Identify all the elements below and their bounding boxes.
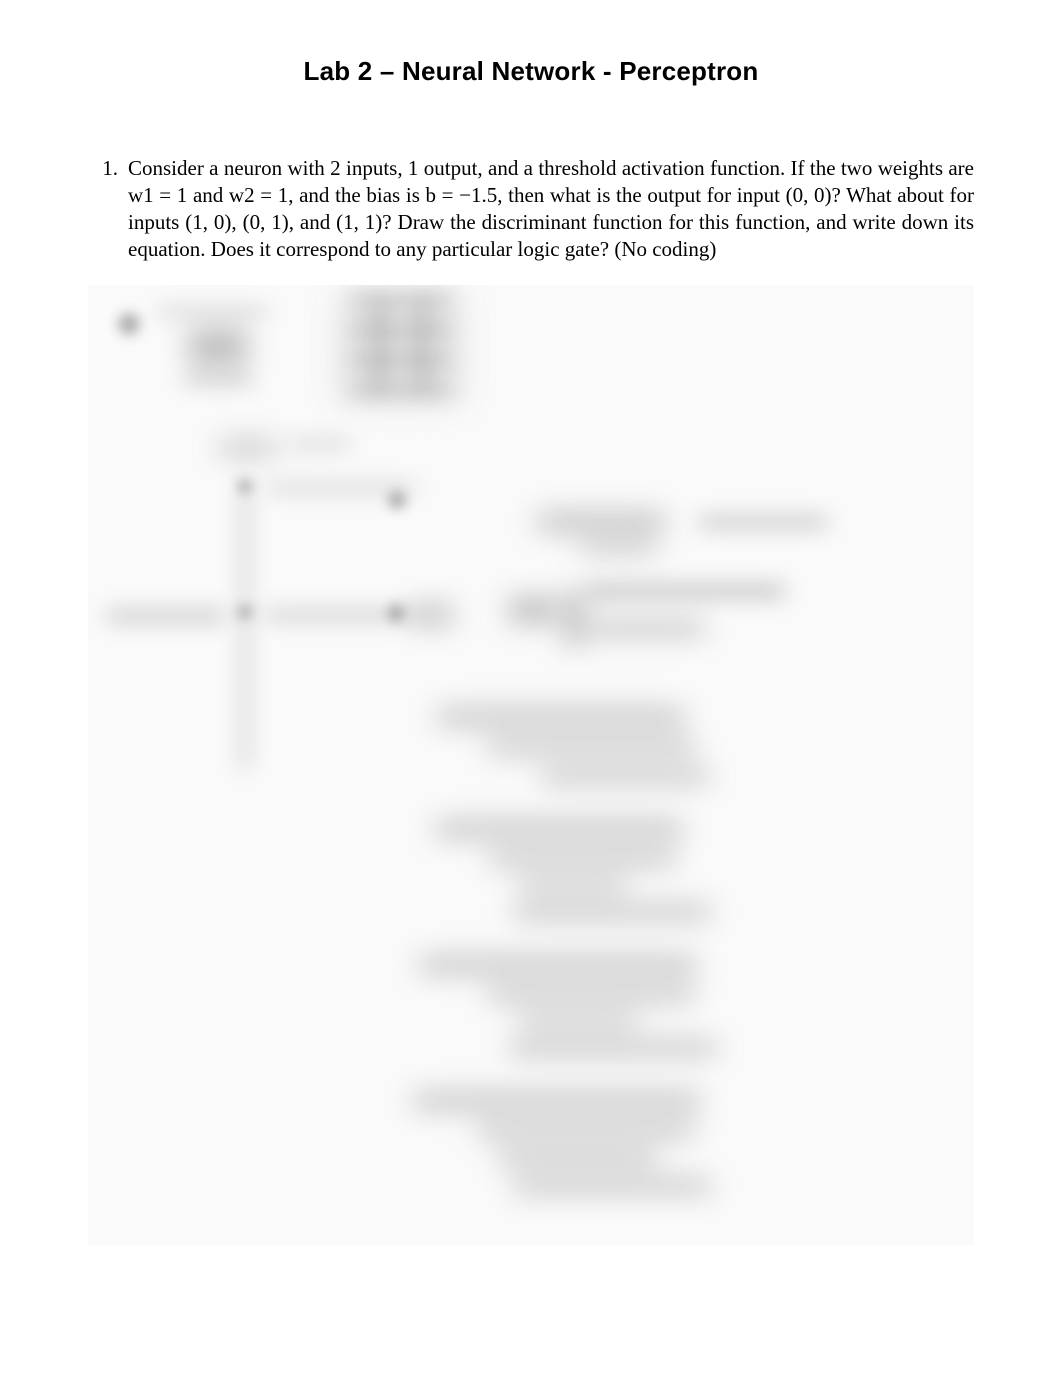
blurred-ink [512, 905, 712, 919]
page-title: Lab 2 – Neural Network - Perceptron [88, 56, 974, 87]
blurred-ink [486, 739, 696, 753]
blurred-ink [540, 769, 710, 783]
blurred-ink [158, 309, 268, 315]
blurred-ink [488, 851, 678, 865]
blurred-ink [418, 957, 698, 973]
blurred-ink [346, 355, 456, 365]
blurred-ink [586, 621, 706, 635]
question-block: 1. Consider a neuron with 2 inputs, 1 ou… [88, 155, 974, 263]
blurred-ink [184, 375, 254, 383]
blurred-ink [412, 1093, 702, 1109]
blurred-ink [118, 313, 140, 335]
blurred-ink [580, 541, 658, 553]
blurred-ink [188, 329, 248, 365]
blurred-ink [242, 481, 248, 771]
question-text: Consider a neuron with 2 inputs, 1 outpu… [128, 155, 974, 263]
blurred-ink [564, 589, 584, 647]
blurred-ink [346, 385, 456, 395]
blurred-ink [346, 295, 456, 305]
blurred-ink [346, 325, 456, 335]
blurred-ink [476, 1123, 696, 1137]
blurred-ink [388, 605, 404, 621]
blurred-ink [436, 709, 686, 725]
blurred-ink [508, 597, 558, 623]
blurred-ink [376, 297, 384, 393]
blurred-ink [218, 441, 278, 455]
blurred-ink [434, 821, 684, 837]
handwritten-solution-region [88, 285, 974, 1245]
blurred-ink [410, 605, 454, 625]
blurred-ink [106, 611, 226, 621]
blurred-ink [536, 513, 666, 531]
document-page: Lab 2 – Neural Network - Perceptron 1. C… [0, 0, 1062, 1377]
blurred-ink [486, 987, 696, 1001]
blurred-ink [698, 517, 828, 527]
blurred-ink [508, 1041, 718, 1055]
blurred-ink [418, 297, 426, 393]
blurred-ink [586, 585, 786, 597]
blurred-ink [290, 441, 350, 447]
blurred-ink [266, 485, 416, 491]
blurred-ink [498, 1151, 658, 1165]
blurred-ink [518, 1015, 638, 1027]
blurred-ink [518, 879, 628, 891]
blurred-ink [388, 491, 406, 509]
blurred-ink [512, 1179, 712, 1193]
question-number: 1. [88, 155, 128, 182]
